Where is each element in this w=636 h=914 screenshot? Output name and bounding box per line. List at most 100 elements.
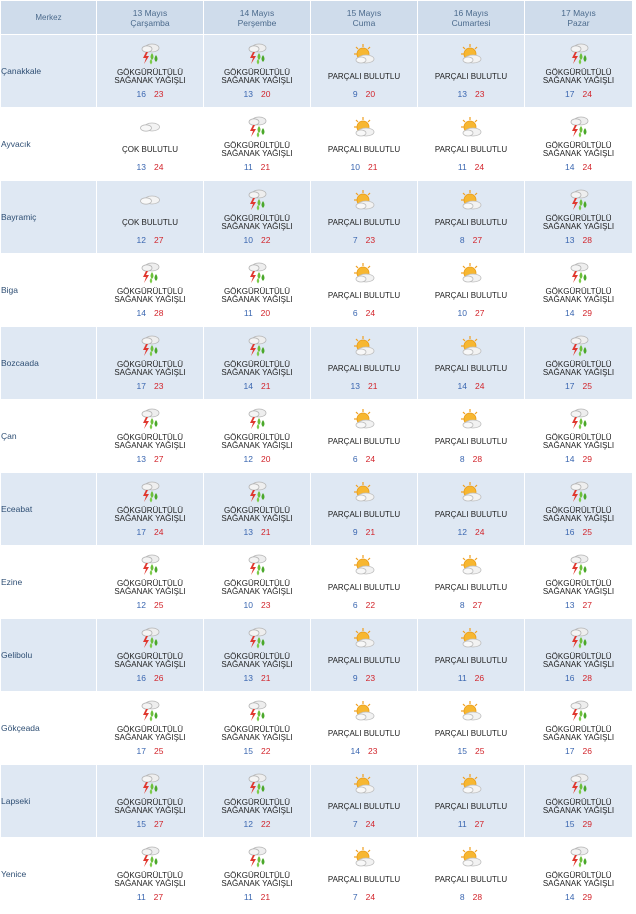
condition-text: ÇOK BULUTLU [121,145,178,154]
high-temp: 25 [475,746,485,756]
partly-cloudy-sun-icon [458,844,484,870]
city-name[interactable]: Gökçeada [0,691,97,765]
temperatures: 17 26 [525,746,632,756]
condition-text: PARÇALI BULUTLU [327,875,401,884]
day-weekday: Cuma [352,17,376,28]
high-temp: 22 [261,235,271,245]
thunderstorm-rain-icon [244,625,270,651]
city-name[interactable]: Çan [0,399,97,473]
day-header: 15 Mayıs Cuma [310,0,418,35]
city-name[interactable]: Yenice [0,837,97,911]
thunderstorm-rain-icon [566,771,592,797]
city-name[interactable]: Gelibolu [0,618,97,692]
low-temp: 13 [457,89,467,99]
temperatures: 15 29 [525,819,632,829]
high-temp: 24 [365,454,376,464]
high-temp: 20 [260,308,271,318]
condition-text: GÖKGÜRÜLTÜLÜ SAĞANAK YAĞIŞLI [221,214,293,231]
condition-text: PARÇALI BULUTLU [434,875,508,884]
high-temp: 21 [368,381,378,391]
forecast-cell: GÖKGÜRÜLTÜLÜ SAĞANAK YAĞIŞLI 16 26 [96,618,204,692]
temperatures: 6 22 [311,600,417,610]
thunderstorm-rain-icon [137,479,163,505]
low-temp: 13 [565,600,575,610]
thunderstorm-rain-icon [566,625,592,651]
temperatures: 14 24 [418,381,524,391]
condition-text: GÖKGÜRÜLTÜLÜ SAĞANAK YAĞIŞLI [221,579,293,596]
high-temp: 23 [261,600,271,610]
high-temp: 24 [365,892,376,902]
forecast-cell: GÖKGÜRÜLTÜLÜ SAĞANAK YAĞIŞLI 10 23 [203,545,311,619]
thunderstorm-rain-icon [244,333,270,359]
low-temp: 11 [457,673,467,683]
high-temp: 23 [154,381,164,391]
low-temp: 11 [243,162,253,172]
temperatures: 15 22 [204,746,310,756]
city-name[interactable]: Ayvacık [0,107,97,181]
forecast-body: Çanakkale GÖKGÜRÜLTÜLÜ SAĞANAK YAĞIŞLI 16 2… [0,34,633,911]
high-temp: 23 [368,746,378,756]
low-temp: 8 [459,235,465,245]
condition-text: PARÇALI BULUTLU [434,145,508,154]
condition-text: PARÇALI BULUTLU [434,729,508,738]
temperatures: 7 24 [311,892,417,902]
day-date: 17 Mayıs [561,7,596,18]
condition-text: GÖKGÜRÜLTÜLÜ SAĞANAK YAĞIŞLI [221,433,293,450]
city-name[interactable]: Biga [0,253,97,327]
temperatures: 13 27 [97,454,203,464]
city-name[interactable]: Bayramiç [0,180,97,254]
forecast-cell: GÖKGÜRÜLTÜLÜ SAĞANAK YAĞIŞLI 17 25 [524,326,633,400]
high-temp: 22 [261,746,271,756]
low-temp: 12 [243,454,253,464]
forecast-cell: PARÇALI BULUTLU 7 24 [310,764,418,838]
city-name[interactable]: Çanakkale [0,34,97,108]
city-name[interactable]: Lapseki [0,764,97,838]
forecast-cell: ÇOK BULUTLU 12 27 [96,180,204,254]
low-temp: 8 [459,454,465,464]
forecast-cell: GÖKGÜRÜLTÜLÜ SAĞANAK YAĞIŞLI 14 29 [524,399,633,473]
city-name[interactable]: Ezine [0,545,97,619]
city-name[interactable]: Bozcaada [0,326,97,400]
temperatures: 11 21 [204,162,310,172]
low-temp: 6 [352,600,358,610]
partly-cloudy-sun-icon [351,698,377,724]
city-name[interactable]: Eceabat [0,472,97,546]
temperatures: 10 22 [204,235,310,245]
condition-text: PARÇALI BULUTLU [434,291,508,300]
high-temp: 24 [154,527,164,537]
partly-cloudy-sun-icon [351,552,377,578]
low-temp: 13 [565,235,575,245]
temperatures: 14 29 [525,892,632,902]
thunderstorm-rain-icon [137,333,163,359]
condition-text: GÖKGÜRÜLTÜLÜ SAĞANAK YAĞIŞLI [221,360,293,377]
forecast-cell: GÖKGÜRÜLTÜLÜ SAĞANAK YAĞIŞLI 15 29 [524,764,633,838]
partly-cloudy-sun-icon [458,260,484,286]
temperatures: 13 24 [97,162,203,172]
table-row: Eceabat GÖKGÜRÜLTÜLÜ SAĞANAK YAĞIŞLI 17 24 G… [0,472,633,546]
high-temp: 21 [260,162,271,172]
condition-text: ÇOK BULUTLU [121,218,178,227]
partly-cloudy-sun-icon [351,625,377,651]
low-temp: 17 [136,381,146,391]
temperatures: 16 23 [97,89,203,99]
forecast-cell: GÖKGÜRÜLTÜLÜ SAĞANAK YAĞIŞLI 15 22 [203,691,311,765]
forecast-cell: PARÇALI BULUTLU 8 28 [417,837,525,911]
temperatures: 17 25 [525,381,632,391]
forecast-cell: PARÇALI BULUTLU 15 25 [417,691,525,765]
high-temp: 29 [582,308,592,318]
forecast-cell: PARÇALI BULUTLU 11 27 [417,764,525,838]
partly-cloudy-sun-icon [351,333,377,359]
forecast-cell: PARÇALI BULUTLU 7 24 [310,837,418,911]
day-weekday: Perşembe [237,17,277,28]
high-temp: 24 [582,162,592,172]
low-temp: 10 [457,308,467,318]
forecast-cell: PARÇALI BULUTLU 10 21 [310,107,418,181]
day-weekday: Pazar [567,17,590,28]
high-temp: 27 [154,819,164,829]
low-temp: 13 [243,673,253,683]
high-temp: 25 [582,527,592,537]
temperatures: 13 27 [525,600,632,610]
forecast-cell: PARÇALI BULUTLU 8 27 [417,545,525,619]
temperatures: 12 22 [204,819,310,829]
forecast-cell: GÖKGÜRÜLTÜLÜ SAĞANAK YAĞIŞLI 13 27 [524,545,633,619]
